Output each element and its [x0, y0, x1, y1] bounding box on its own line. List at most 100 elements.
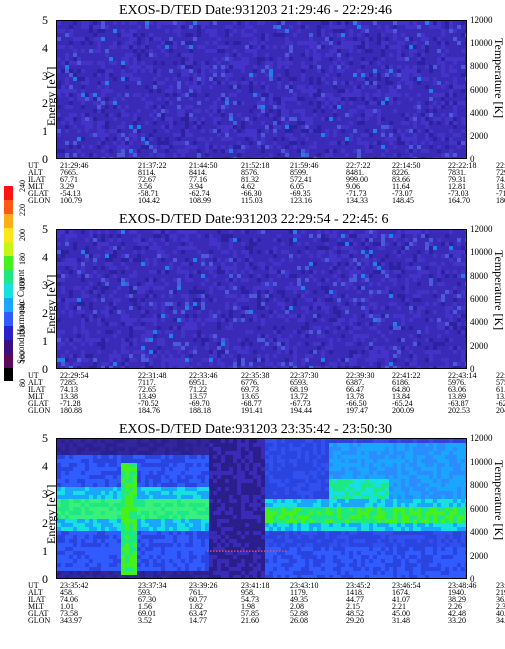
heatmap-cell [461, 109, 465, 113]
heatmap-cell [385, 25, 389, 29]
heatmap-cell [133, 133, 137, 137]
heatmap-cell [133, 149, 137, 153]
heatmap-cell [57, 254, 61, 258]
heatmap-cell [253, 57, 257, 61]
heatmap-cell [209, 37, 213, 41]
heatmap-cell [137, 33, 141, 37]
heatmap-cell [313, 270, 317, 274]
heatmap-cell [433, 153, 437, 157]
heatmap-cell [245, 105, 249, 109]
heatmap-cell [77, 61, 81, 65]
heatmap-cell [257, 61, 261, 65]
heatmap-cell [265, 270, 269, 274]
heatmap-cell [161, 234, 165, 238]
heatmap-cell [353, 81, 357, 85]
heatmap-cell [89, 109, 93, 113]
heatmap-cell [353, 262, 357, 266]
heatmap-cell [345, 234, 349, 238]
heatmap-cell [445, 97, 449, 101]
heatmap-cell [225, 121, 229, 125]
heatmap-cell [397, 121, 401, 125]
heatmap-cell [429, 262, 433, 266]
heatmap-cell [137, 238, 141, 242]
heatmap-cell [393, 254, 397, 258]
heatmap-cell [433, 262, 437, 266]
heatmap-cell [397, 25, 401, 29]
heatmap-cell [337, 149, 341, 153]
heatmap-cell [93, 113, 97, 117]
heatmap-cell [89, 45, 93, 49]
heatmap-cell [177, 250, 181, 254]
heatmap-cell [157, 258, 161, 262]
heatmap-cell [93, 258, 97, 262]
heatmap-cell [189, 37, 193, 41]
heatmap-cell [121, 49, 125, 53]
heatmap-cell [365, 262, 369, 266]
heatmap-cell [361, 262, 365, 266]
heatmap-cell [425, 61, 429, 65]
heatmap-cell [305, 274, 309, 278]
heatmap-cell [321, 262, 325, 266]
heatmap-cell [157, 53, 161, 57]
heatmap-cell [369, 29, 373, 33]
heatmap-cell [109, 81, 113, 85]
heatmap-cell [289, 49, 293, 53]
heatmap-cell [193, 238, 197, 242]
heatmap-cell [253, 21, 257, 25]
heatmap-cell [393, 93, 397, 97]
heatmap-cell [109, 149, 113, 153]
heatmap-cell [437, 121, 441, 125]
heatmap-cell [373, 246, 377, 250]
table-cell: 180.61 [496, 196, 505, 205]
heatmap-cell [205, 93, 209, 97]
heatmap-cell [89, 53, 93, 57]
heatmap-cell [437, 33, 441, 37]
heatmap-cell [381, 105, 385, 109]
heatmap-cell [401, 250, 405, 254]
heatmap-cell [265, 93, 269, 97]
heatmap-cell [373, 270, 377, 274]
heatmap-cell [153, 61, 157, 65]
heatmap-cell [269, 258, 273, 262]
heatmap-cell [189, 242, 193, 246]
heatmap-cell [225, 238, 229, 242]
heatmap-cell [369, 113, 373, 117]
heatmap-cell [169, 157, 173, 158]
heatmap-cell [341, 153, 345, 157]
heatmap-cell [133, 21, 137, 25]
heatmap-cell [93, 45, 97, 49]
heatmap-cell [145, 145, 149, 149]
heatmap-cell [337, 113, 341, 117]
heatmap-cell [253, 157, 257, 158]
heatmap-cell [357, 137, 361, 141]
heatmap-cell [157, 37, 161, 41]
heatmap-cell [249, 37, 253, 41]
heatmap-cell [253, 77, 257, 81]
heatmap-cell [205, 113, 209, 117]
heatmap-cell [145, 121, 149, 125]
heatmap-cell [273, 278, 277, 282]
heatmap-cell [177, 157, 181, 158]
heatmap-cell [369, 89, 373, 93]
heatmap-cell [381, 254, 385, 258]
heatmap-cell [457, 137, 461, 141]
heatmap-cell [285, 238, 289, 242]
heatmap-cell [249, 105, 253, 109]
heatmap-cell [129, 238, 133, 242]
heatmap-cell [269, 157, 273, 158]
heatmap-cell [401, 129, 405, 133]
heatmap-cell [113, 137, 117, 141]
heatmap-cell [81, 274, 85, 278]
heatmap-cell [205, 254, 209, 258]
heatmap-cell [157, 250, 161, 254]
heatmap-cell [73, 246, 77, 250]
heatmap-cell [97, 234, 101, 238]
heatmap-cell [353, 73, 357, 77]
heatmap-cell [213, 133, 217, 137]
heatmap-cell [373, 234, 377, 238]
heatmap-cell [217, 101, 221, 105]
heatmap-cell [289, 238, 293, 242]
heatmap-cell [345, 250, 349, 254]
heatmap-cell [93, 105, 97, 109]
heatmap-cell [133, 109, 137, 113]
